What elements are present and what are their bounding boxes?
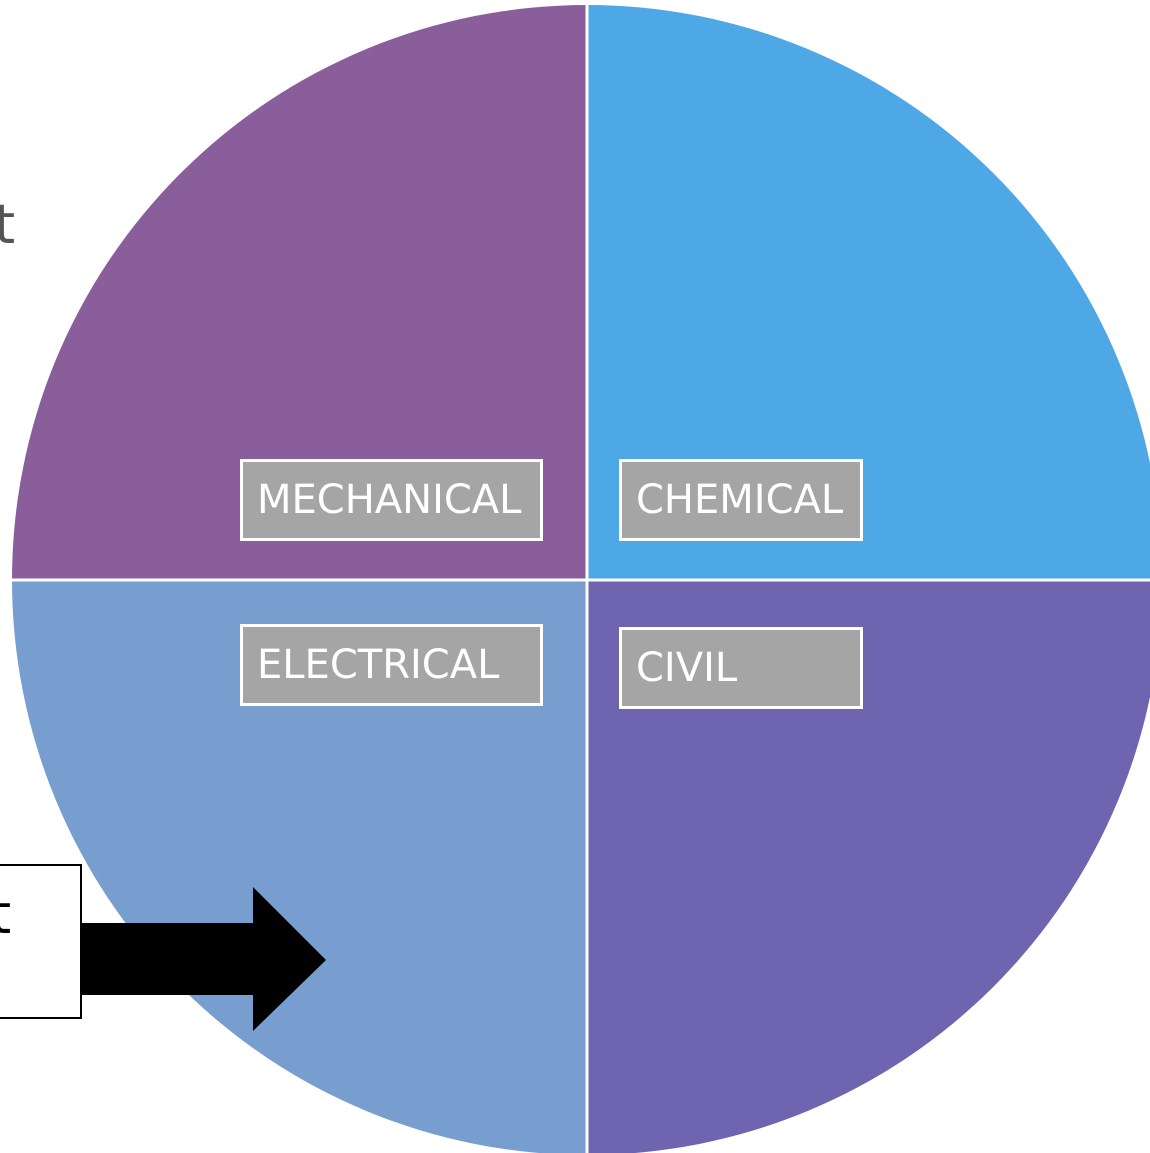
quadrant-electrical	[12, 580, 587, 1153]
quadrant-chemical	[587, 5, 1150, 580]
label-mechanical: MECHANICAL	[240, 459, 543, 541]
label-mechanical-text: MECHANICAL	[257, 477, 522, 523]
label-civil-text: CIVIL	[636, 645, 738, 691]
callout-text: t	[0, 888, 11, 942]
cut-off-text: t	[0, 193, 16, 256]
quadrant-mechanical	[12, 5, 587, 580]
right-arrow-icon	[82, 887, 326, 1031]
label-civil: CIVIL	[619, 627, 863, 709]
label-electrical-text: ELECTRICAL	[257, 642, 500, 688]
label-chemical-text: CHEMICAL	[636, 477, 844, 523]
label-electrical: ELECTRICAL	[240, 624, 543, 706]
callout-box: t	[0, 864, 82, 1019]
label-chemical: CHEMICAL	[619, 459, 863, 541]
quadrant-civil	[587, 580, 1150, 1153]
